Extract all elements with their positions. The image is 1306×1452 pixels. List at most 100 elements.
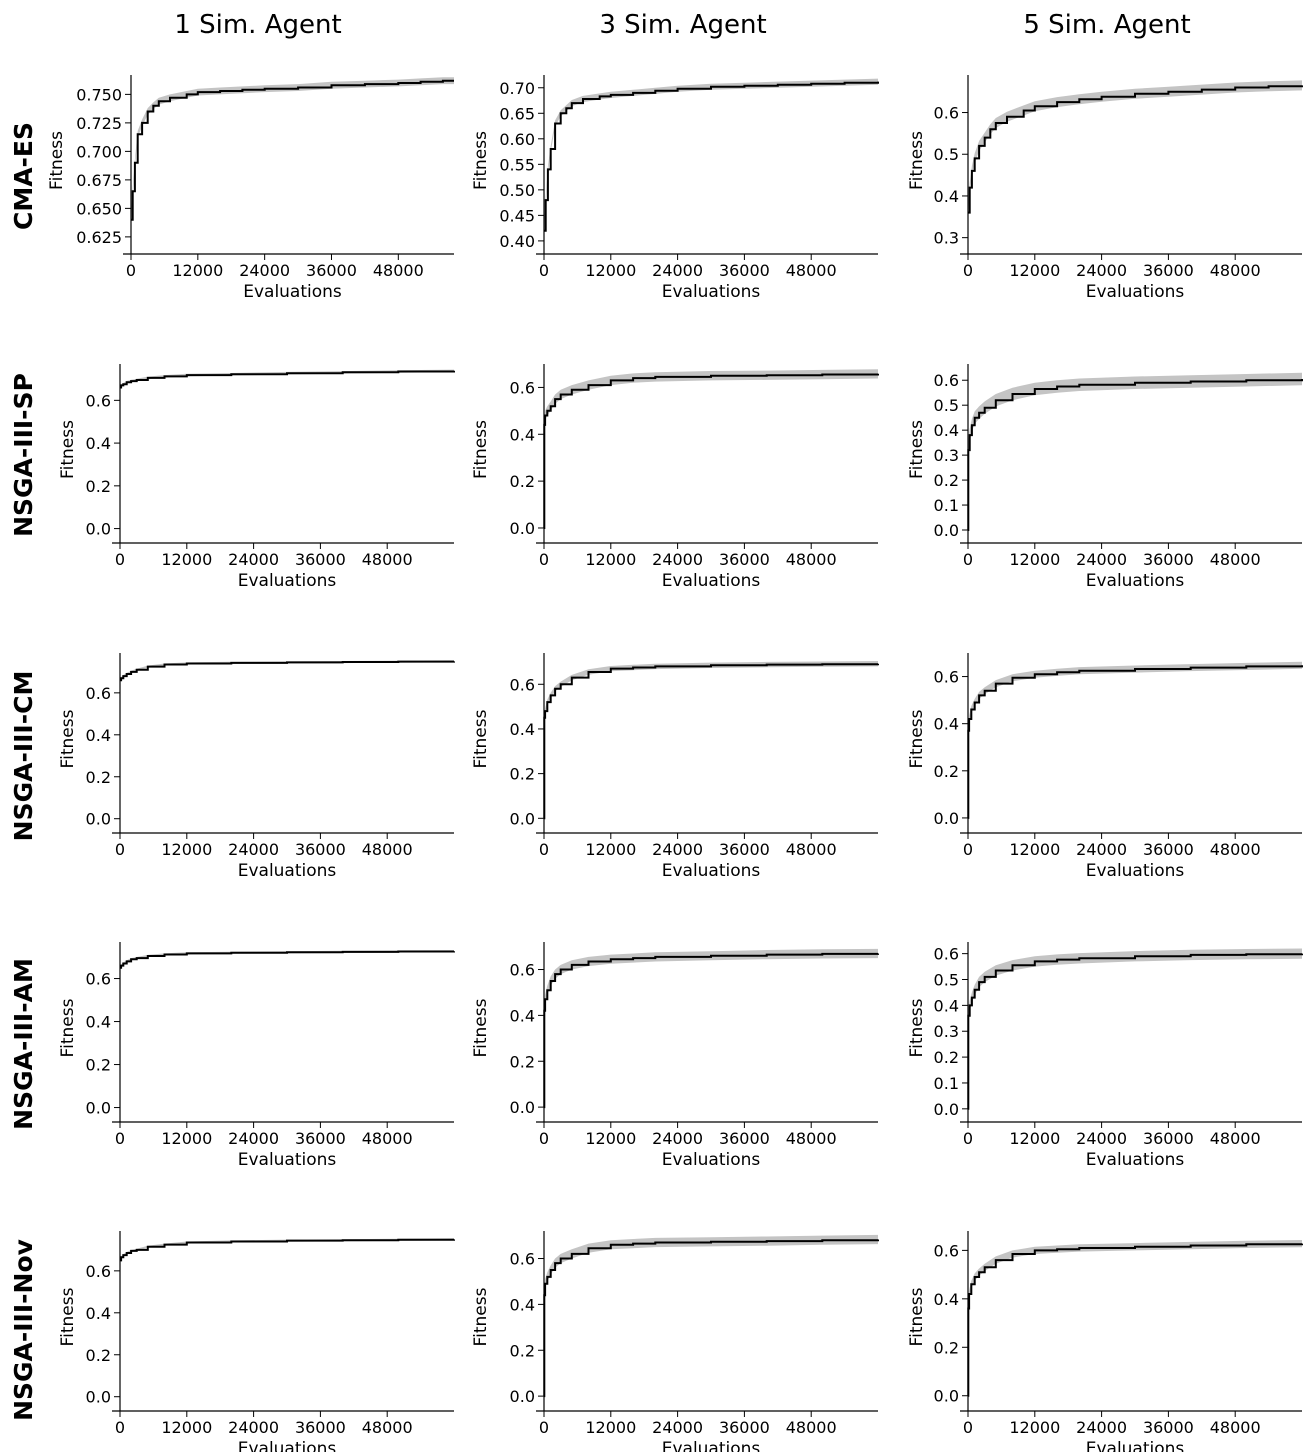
x-tick-label: 12000 [161, 1129, 212, 1148]
y-tick-label: 0.65 [499, 104, 535, 123]
x-tick-label: 0 [539, 550, 549, 569]
mean-fitness-line [543, 663, 879, 820]
mean-fitness-line [543, 1239, 879, 1398]
y-tick-label: 0.0 [510, 519, 535, 538]
x-tick-label: 24000 [652, 550, 703, 569]
subplot: 0 12000 24000 36000 48000 0.0 0.2 0.4 0.6 Evaluat… [58, 364, 455, 591]
subplot: 0 12000 24000 36000 48000 0.625 0.650 0.675 0.70… [47, 75, 454, 302]
y-axis-label: Fitness [471, 709, 491, 768]
mean-fitness-line [967, 1243, 1303, 1397]
y-tick-label: 0.6 [934, 371, 959, 390]
y-tick-label: 0.2 [934, 1048, 959, 1067]
x-tick-label: 36000 [719, 261, 770, 280]
x-tick-label: 48000 [786, 1129, 837, 1148]
y-axis-label: Fitness [471, 1287, 491, 1346]
mean-fitness-line [120, 950, 455, 969]
x-tick-label: 48000 [1210, 550, 1261, 569]
x-tick-label: 48000 [362, 1418, 413, 1437]
row-title: NSGA-III-AM [9, 958, 38, 1130]
x-tick-label: 12000 [1009, 550, 1060, 569]
x-tick-label: 48000 [1210, 1129, 1261, 1148]
y-tick-label: 0.2 [934, 471, 959, 490]
y-axis-label: Fitness [907, 420, 927, 479]
y-tick-label: 0.0 [934, 521, 959, 540]
x-tick-label: 36000 [295, 1418, 346, 1437]
y-tick-label: 0.725 [76, 114, 122, 133]
x-tick-label: 24000 [239, 261, 290, 280]
subplot: 0 12000 24000 36000 48000 0.0 0.1 0.2 0.3 0.4 0.5 0… [907, 364, 1303, 591]
y-tick-label: 0.6 [510, 675, 535, 694]
x-tick-label: 48000 [1210, 1418, 1261, 1437]
column-title: 5 Sim. Agent [1023, 10, 1190, 40]
x-axis-label: Evaluations [662, 282, 761, 302]
row-title: NSGA-III-CM [9, 671, 38, 842]
x-tick-label: 36000 [306, 261, 357, 280]
y-tick-label: 0.700 [76, 142, 122, 161]
y-axis-label: Fitness [907, 998, 927, 1057]
y-tick-label: 0.0 [934, 1100, 959, 1119]
subplot: 0 12000 24000 36000 48000 0.0 0.2 0.4 0.6 Evaluat… [58, 942, 455, 1170]
x-tick-label: 24000 [652, 1418, 703, 1437]
y-tick-label: 0.6 [934, 104, 959, 123]
mean-fitness-line [120, 370, 455, 389]
y-tick-label: 0.4 [86, 1013, 111, 1032]
y-tick-label: 0.1 [934, 1074, 959, 1093]
y-tick-label: 0.3 [934, 229, 959, 248]
y-tick-label: 0.5 [934, 396, 959, 415]
x-tick-label: 0 [963, 840, 973, 859]
x-tick-label: 12000 [1009, 1129, 1060, 1148]
y-tick-label: 0.6 [86, 684, 111, 703]
x-tick-label: 36000 [295, 1129, 346, 1148]
x-tick-label: 24000 [228, 1418, 279, 1437]
x-tick-label: 12000 [1009, 261, 1060, 280]
x-tick-label: 36000 [295, 840, 346, 859]
subplot: 0 12000 24000 36000 48000 0.0 0.2 0.4 0.6 Evaluat… [58, 1231, 455, 1452]
mean-fitness-line [544, 81, 879, 232]
subplot: 0 12000 24000 36000 48000 0.0 0.2 0.4 0.6 Evaluat… [471, 1231, 879, 1452]
y-tick-label: 0.0 [86, 520, 111, 539]
x-tick-label: 0 [963, 550, 973, 569]
y-tick-label: 0.70 [499, 79, 535, 98]
y-axis-label: Fitness [47, 131, 67, 190]
y-tick-label: 0.0 [86, 810, 111, 829]
confidence-band [544, 369, 878, 533]
x-tick-label: 12000 [585, 1129, 636, 1148]
x-axis-label: Evaluations [662, 1150, 761, 1170]
confidence-band [544, 1234, 878, 1401]
y-tick-label: 0.2 [86, 1346, 111, 1365]
column-title: 3 Sim. Agent [599, 10, 766, 40]
x-tick-label: 12000 [161, 550, 212, 569]
y-tick-label: 0.4 [86, 726, 111, 745]
y-axis-label: Fitness [58, 998, 78, 1057]
y-tick-label: 0.675 [76, 171, 122, 190]
confidence-band [544, 661, 878, 821]
y-tick-label: 0.2 [510, 1052, 535, 1071]
x-tick-label: 48000 [1210, 261, 1261, 280]
y-tick-label: 0.6 [86, 970, 111, 989]
x-tick-label: 48000 [786, 261, 837, 280]
column-title: 1 Sim. Agent [174, 10, 341, 40]
y-tick-label: 0.4 [934, 421, 959, 440]
x-tick-label: 48000 [373, 261, 424, 280]
mean-fitness-line [967, 379, 1303, 531]
confidence-band [544, 948, 878, 1112]
x-tick-label: 0 [963, 261, 973, 280]
y-tick-label: 0.0 [510, 809, 535, 828]
y-tick-label: 0.6 [510, 378, 535, 397]
confidence-band [968, 1240, 1302, 1400]
subplot: 0 12000 24000 36000 48000 0.40 0.45 0.50 0.55 0.6… [471, 75, 879, 302]
x-tick-label: 24000 [228, 550, 279, 569]
x-tick-label: 0 [115, 1129, 125, 1148]
x-axis-label: Evaluations [1086, 571, 1185, 591]
y-tick-label: 0.55 [499, 155, 535, 174]
y-tick-label: 0.6 [934, 1241, 959, 1260]
x-tick-label: 48000 [362, 840, 413, 859]
x-axis-label: Evaluations [1086, 1439, 1185, 1452]
confidence-band [544, 78, 878, 234]
row-title: CMA-ES [9, 122, 38, 230]
mean-fitness-line [967, 665, 1303, 819]
x-tick-label: 36000 [1143, 261, 1194, 280]
y-tick-label: 0.6 [510, 961, 535, 980]
y-tick-label: 0.2 [510, 1341, 535, 1360]
y-tick-label: 0.2 [510, 765, 535, 784]
